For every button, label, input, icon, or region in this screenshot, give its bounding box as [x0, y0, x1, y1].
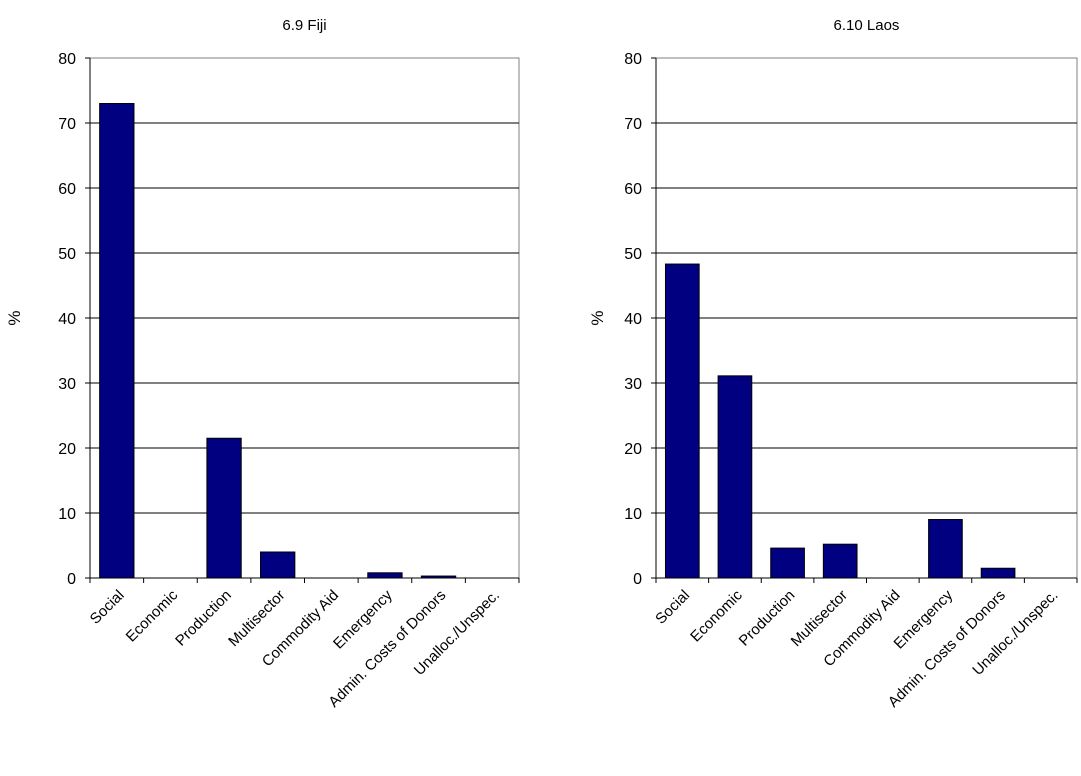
y-tick-label: 70 [624, 116, 642, 133]
bar-multisector [822, 543, 858, 579]
y-tick-label: 20 [58, 441, 76, 458]
y-tick-label: 10 [624, 506, 642, 523]
bar-social [664, 263, 700, 579]
bar-production [206, 437, 242, 579]
y-tick-label: 80 [624, 51, 642, 68]
y-tick-label: 30 [624, 376, 642, 393]
bar-emergency [367, 572, 403, 579]
y-axis-label: % [588, 310, 607, 325]
category-label: Production [172, 587, 235, 650]
y-tick-label: 70 [58, 116, 76, 133]
category-label: Social [652, 587, 693, 628]
category-label: Social [87, 587, 128, 628]
bar-emergency [928, 519, 963, 579]
y-tick-label: 60 [58, 181, 76, 198]
y-tick-label: 40 [624, 311, 642, 328]
y-tick-label: 60 [624, 181, 642, 198]
y-tick-label: 10 [58, 506, 76, 523]
y-tick-label: 0 [633, 571, 642, 588]
chart-fiji: 01020304050607080SocialEconomicProductio… [5, 17, 520, 711]
y-tick-label: 80 [58, 51, 76, 68]
bar-social [99, 103, 135, 579]
y-tick-label: 20 [624, 441, 642, 458]
y-tick-label: 50 [58, 246, 76, 263]
bar-production [770, 547, 805, 579]
y-tick-label: 0 [67, 571, 76, 588]
bar-admin-costs-of-donors [420, 575, 457, 579]
chart-title: 6.9 Fiji [282, 17, 326, 34]
chart-laos: 01020304050607080SocialEconomicProductio… [588, 17, 1078, 711]
y-tick-label: 30 [58, 376, 76, 393]
bar-multisector [260, 551, 296, 579]
bar-admin-costs-of-donors [980, 567, 1016, 579]
y-tick-label: 40 [58, 311, 76, 328]
y-axis-label: % [5, 310, 24, 325]
chart-title: 6.10 Laos [834, 17, 900, 34]
y-tick-label: 50 [624, 246, 642, 263]
bar-economic [717, 375, 753, 579]
